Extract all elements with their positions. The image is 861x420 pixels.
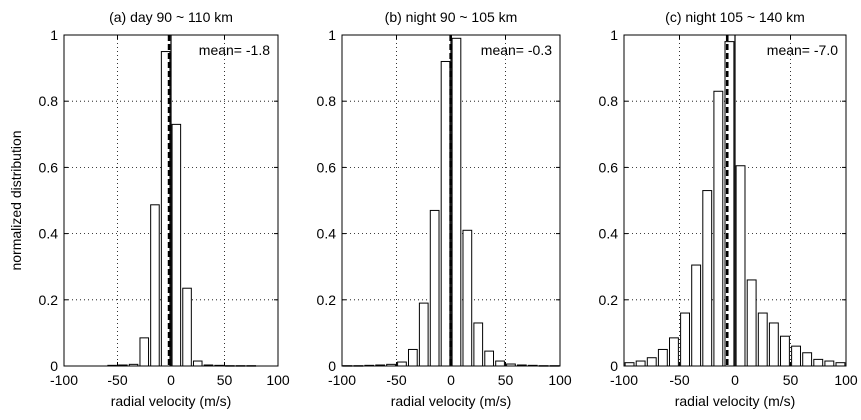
y-tick-label: 0.8	[39, 93, 59, 109]
x-tick-label: 50	[498, 372, 514, 388]
histogram-bar	[735, 165, 746, 367]
x-axis-label: radial velocity (m/s)	[391, 393, 512, 409]
histogram-bar	[139, 337, 150, 367]
x-axis-label: radial velocity (m/s)	[111, 393, 232, 409]
histogram-bar	[495, 360, 505, 367]
y-tick-label: 0	[328, 358, 336, 374]
histogram-bar	[171, 123, 182, 367]
panel-title: (a) day 90 ~ 110 km	[109, 9, 233, 25]
histogram-bar	[702, 190, 713, 367]
histogram-bar	[150, 204, 160, 367]
y-tick-label: 0.4	[39, 226, 59, 242]
histogram-bar	[473, 322, 484, 367]
panel-a: -100 -50 0 50 100 0 0.2 0.4 0.6 0.8 1 (a) day 90 ~ …	[8, 9, 290, 409]
histogram-bar	[418, 302, 429, 367]
y-tick-label: 1	[328, 27, 336, 43]
histogram-bar	[746, 279, 757, 367]
x-tick-label: 0	[167, 372, 175, 388]
histogram-bar	[429, 209, 440, 367]
panel-b: -100 -50 0 50 100 0 0.2 0.4 0.6 0.8 1 (b) night 90 …	[317, 9, 572, 409]
x-tick-label: -50	[107, 372, 127, 388]
mean-annotation: mean= -0.3	[481, 42, 552, 58]
x-tick-label: -50	[669, 372, 689, 388]
histogram-bar	[669, 337, 679, 367]
y-axis-label: normalized distribution	[8, 130, 24, 270]
y-tick-label: 0	[610, 358, 618, 374]
y-tick-label: 0.4	[599, 226, 619, 242]
y-tick-label: 0.6	[599, 159, 619, 175]
x-tick-label: 0	[447, 372, 455, 388]
histogram-bar	[680, 312, 690, 367]
y-tick-label: 0.6	[39, 159, 59, 175]
x-tick-label: 0	[731, 372, 739, 388]
histogram-bar	[182, 287, 192, 367]
histogram-bar	[802, 352, 813, 367]
histogram-bar	[451, 37, 462, 367]
histogram-bar	[407, 348, 418, 367]
y-tick-label: 0.8	[599, 93, 619, 109]
histogram-bar	[657, 348, 668, 367]
histogram-bar	[791, 345, 801, 367]
histogram-bar	[757, 312, 768, 367]
histogram-bar	[192, 360, 203, 367]
histogram-bar	[691, 264, 702, 367]
x-axis-label: radial velocity (m/s)	[675, 393, 796, 409]
histogram-bar	[813, 358, 824, 367]
y-tick-label: 0.8	[317, 93, 337, 109]
y-tick-label: 1	[610, 27, 618, 43]
y-tick-label: 0.2	[39, 292, 59, 308]
histogram-bar	[397, 361, 407, 367]
histogram-bar	[635, 360, 646, 367]
x-tick-label: -50	[386, 372, 406, 388]
x-tick-label: 50	[783, 372, 799, 388]
panel-title: (b) night 90 ~ 105 km	[385, 9, 518, 25]
histogram-bar	[484, 350, 495, 367]
x-tick-label: -100	[50, 372, 78, 388]
y-tick-label: 0.2	[599, 292, 619, 308]
x-tick-label: -100	[610, 372, 638, 388]
histogram-bar	[713, 90, 724, 367]
y-tick-label: 0.2	[317, 292, 337, 308]
x-tick-label: 50	[217, 372, 233, 388]
histogram-bar	[768, 322, 779, 367]
x-tick-label: -100	[328, 372, 356, 388]
histogram-bar	[646, 357, 657, 367]
y-tick-label: 0.6	[317, 159, 337, 175]
y-tick-label: 1	[50, 27, 58, 43]
x-tick-label: 100	[834, 372, 858, 388]
mean-annotation: mean= -1.8	[199, 42, 270, 58]
x-tick-label: 100	[548, 372, 572, 388]
mean-annotation: mean= -7.0	[767, 42, 838, 58]
panel-title: (c) night 105 ~ 140 km	[665, 9, 805, 25]
y-tick-label: 0	[50, 358, 58, 374]
x-tick-label: 100	[266, 372, 290, 388]
y-tick-label: 0.4	[317, 226, 337, 242]
histogram-bar	[780, 335, 790, 367]
histogram-bar	[440, 60, 451, 367]
panel-c: -100 -50 0 50 100 0 0.2 0.4 0.6 0.8 1 (c) night 105…	[599, 9, 858, 409]
histogram-bar	[824, 360, 835, 367]
histogram-bar	[462, 229, 473, 367]
